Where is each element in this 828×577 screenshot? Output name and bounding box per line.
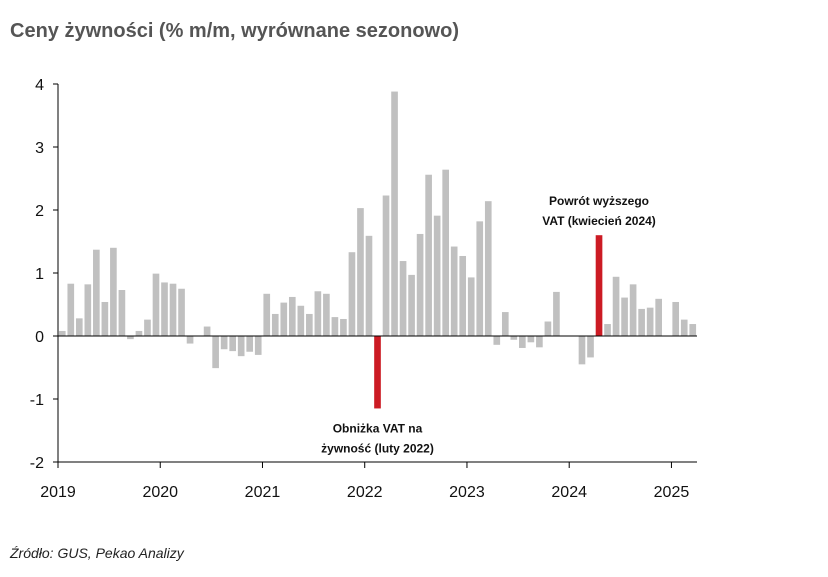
x-tick-label: 2023 bbox=[449, 484, 485, 501]
bar bbox=[288, 296, 296, 336]
bar bbox=[118, 290, 126, 336]
bar bbox=[135, 330, 143, 336]
bar bbox=[314, 291, 322, 336]
annotation-text: żywność (luty 2022) bbox=[321, 441, 434, 455]
bar bbox=[680, 319, 688, 336]
bar bbox=[689, 324, 697, 336]
bar bbox=[340, 318, 347, 336]
bars-group bbox=[58, 91, 697, 409]
bar bbox=[510, 336, 518, 340]
bar bbox=[84, 284, 92, 336]
bar bbox=[416, 233, 424, 336]
x-tick-label: 2022 bbox=[347, 484, 383, 501]
bar bbox=[553, 291, 560, 336]
annotation-text: VAT (kwiecień 2024) bbox=[542, 214, 656, 228]
bar bbox=[433, 215, 441, 336]
bar bbox=[621, 297, 628, 336]
bar bbox=[501, 312, 509, 336]
y-tick-label: 4 bbox=[35, 77, 44, 94]
bar bbox=[587, 336, 594, 358]
annotation-text: Obniżka VAT na bbox=[333, 421, 423, 435]
bar bbox=[75, 318, 83, 336]
bar bbox=[186, 336, 194, 344]
bar bbox=[127, 336, 134, 340]
bar bbox=[263, 293, 271, 336]
y-tick-label: 0 bbox=[35, 329, 44, 346]
bar bbox=[220, 336, 228, 350]
bar bbox=[237, 336, 245, 357]
bar bbox=[578, 336, 586, 365]
bar bbox=[306, 313, 313, 336]
bar bbox=[604, 324, 611, 336]
bar bbox=[271, 313, 279, 336]
bar bbox=[152, 273, 160, 336]
bar bbox=[408, 274, 415, 336]
y-tick-label: -1 bbox=[30, 392, 44, 409]
bar bbox=[169, 283, 177, 336]
x-tick-label: 2025 bbox=[654, 484, 690, 501]
bar bbox=[246, 336, 254, 352]
bar bbox=[357, 208, 364, 336]
bar bbox=[93, 249, 100, 336]
bar bbox=[450, 246, 458, 336]
bar bbox=[212, 336, 219, 369]
bar bbox=[144, 319, 151, 336]
y-tick-label: 3 bbox=[35, 140, 44, 157]
bar bbox=[331, 317, 339, 336]
highlighted-bar bbox=[374, 336, 381, 409]
bar bbox=[391, 91, 398, 336]
bar bbox=[467, 277, 475, 336]
bar bbox=[348, 252, 356, 336]
bar bbox=[655, 298, 662, 336]
bar bbox=[58, 330, 66, 336]
bar bbox=[629, 284, 637, 336]
bar bbox=[425, 174, 432, 336]
chart-title: Ceny żywności (% m/m, wyrównane sezonowo… bbox=[10, 20, 459, 42]
bar bbox=[672, 301, 680, 336]
bar bbox=[646, 307, 654, 336]
y-ticks-group: 4 3 2 1 0 -1 -2 bbox=[30, 77, 58, 472]
bar bbox=[476, 221, 484, 336]
y-tick-label: -2 bbox=[30, 455, 44, 472]
bar bbox=[442, 169, 449, 336]
bar bbox=[527, 336, 535, 343]
bar bbox=[459, 255, 467, 336]
x-ticks-group: 2019 2020 2021 2022 2023 2024 2025 bbox=[40, 461, 697, 501]
bar bbox=[323, 293, 330, 336]
bar bbox=[399, 261, 407, 336]
bar bbox=[67, 283, 75, 336]
bar bbox=[536, 336, 543, 348]
bar bbox=[178, 288, 185, 336]
annotation-text: Powrót wyższego bbox=[549, 194, 649, 208]
bar bbox=[110, 247, 117, 336]
y-tick-label: 2 bbox=[35, 203, 44, 220]
bar bbox=[254, 336, 262, 355]
x-tick-label: 2020 bbox=[142, 484, 178, 501]
bar bbox=[203, 326, 211, 336]
bar bbox=[382, 195, 390, 336]
bar bbox=[280, 302, 288, 336]
bar bbox=[519, 336, 526, 348]
highlighted-bar bbox=[595, 235, 603, 336]
x-tick-label: 2019 bbox=[40, 484, 76, 501]
bar bbox=[365, 235, 373, 336]
bar bbox=[612, 276, 620, 336]
source-note: Źródło: GUS, Pekao Analizy bbox=[10, 545, 184, 561]
annotations-group: Obniżka VAT na żywność (luty 2022) Powrót … bbox=[321, 194, 656, 455]
bar bbox=[101, 301, 109, 336]
bar bbox=[493, 336, 501, 345]
bar bbox=[297, 305, 305, 336]
bar bbox=[161, 282, 168, 336]
bar bbox=[229, 336, 236, 352]
x-tick-label: 2021 bbox=[245, 484, 281, 501]
x-tick-label: 2024 bbox=[551, 484, 587, 501]
bar bbox=[484, 201, 492, 336]
y-tick-label: 1 bbox=[35, 266, 44, 283]
bar bbox=[638, 308, 645, 336]
bar bbox=[544, 321, 552, 336]
